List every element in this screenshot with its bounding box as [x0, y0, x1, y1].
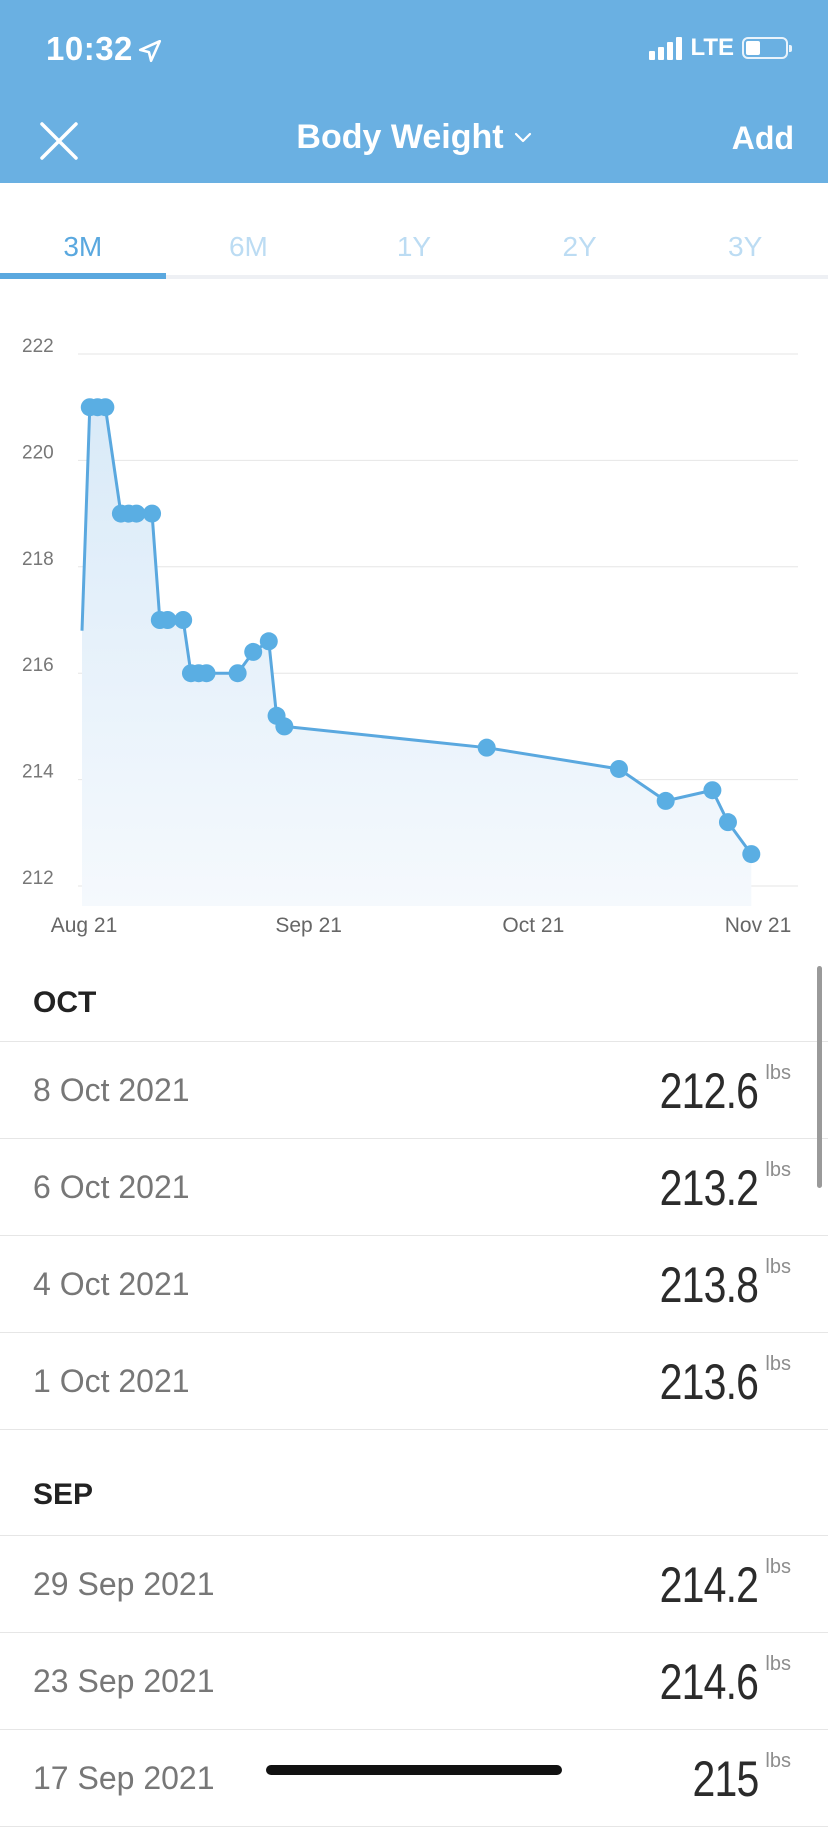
- tab-3y[interactable]: 3Y: [728, 231, 763, 262]
- data-point: [656, 791, 675, 810]
- tab-1y[interactable]: 1Y: [396, 231, 432, 262]
- entry-value: 214.6: [659, 1654, 758, 1710]
- entry-date: 6 Oct 2021: [33, 1169, 190, 1205]
- x-tick-label: Nov 21: [725, 914, 792, 937]
- weight-entry-row[interactable]: 4 Oct 2021 213.8 lbs: [0, 1236, 828, 1333]
- battery-icon: [742, 37, 792, 59]
- entry-value: 214.2: [659, 1557, 758, 1613]
- entry-unit: lbs: [765, 1653, 791, 1675]
- data-point: [477, 738, 496, 757]
- entry-unit: lbs: [765, 1062, 791, 1084]
- entry-date: 4 Oct 2021: [33, 1266, 190, 1302]
- data-point: [174, 611, 193, 629]
- data-point: [718, 813, 737, 832]
- entry-date: 1 Oct 2021: [33, 1363, 190, 1399]
- entry-date: 8 Oct 2021: [33, 1072, 190, 1108]
- x-tick-label: Aug 21: [51, 914, 118, 937]
- data-point: [742, 845, 761, 864]
- weight-entry-row[interactable]: 23 Sep 2021 214.6 lbs: [0, 1633, 828, 1730]
- entry-date: 29 Sep 2021: [33, 1566, 215, 1602]
- tab-2y[interactable]: 2Y: [562, 231, 597, 262]
- y-tick-label: 216: [22, 655, 54, 676]
- app-header: 10:32 LTE Body Weight Add: [0, 0, 828, 183]
- y-tick-label: 222: [22, 336, 54, 357]
- signal-icon: [649, 36, 683, 60]
- data-point: [610, 759, 628, 778]
- data-point: [703, 781, 722, 800]
- y-tick-label: 214: [22, 762, 54, 783]
- data-point: [228, 664, 247, 683]
- scrollbar[interactable]: [817, 966, 822, 1188]
- entry-list: OCT 8 Oct 2021 212.6 lbs 6 Oct 2021 213.2 lbs 4…: [0, 960, 828, 1827]
- weight-entry-row[interactable]: 8 Oct 2021 212.6 lbs: [0, 1042, 828, 1139]
- chevron-down-icon: [514, 132, 531, 142]
- weight-entry-row[interactable]: 1 Oct 2021 213.6 lbs: [0, 1333, 828, 1430]
- x-tick-label: Oct 21: [502, 914, 564, 937]
- data-point: [127, 504, 146, 523]
- status-indicators: LTE: [649, 34, 792, 62]
- tab-6m[interactable]: 6M: [228, 231, 268, 262]
- data-point: [143, 504, 162, 523]
- x-tick-label: Sep 21: [275, 914, 342, 937]
- entry-unit: lbs: [765, 1353, 791, 1375]
- entry-value: 215: [692, 1751, 759, 1807]
- section-header: SEP: [0, 1430, 828, 1536]
- entry-date: 23 Sep 2021: [33, 1663, 215, 1699]
- weight-entry-row[interactable]: 6 Oct 2021 213.2 lbs: [0, 1139, 828, 1236]
- entry-value: 213.6: [659, 1354, 758, 1410]
- area-fill: [82, 407, 752, 906]
- entry-date: 17 Sep 2021: [33, 1760, 215, 1796]
- entry-value: 212.6: [659, 1063, 758, 1119]
- metric-selector[interactable]: Body Weight: [296, 118, 531, 157]
- data-point: [197, 664, 216, 683]
- y-tick-label: 220: [22, 442, 54, 463]
- network-label: LTE: [690, 34, 734, 61]
- data-point: [96, 398, 115, 417]
- data-point: [275, 717, 294, 736]
- data-point: [244, 642, 263, 661]
- weight-chart: 222 220 218 216 214 212 Aug 21 Sep 21 Oct 21 Nov …: [22, 336, 798, 937]
- entry-value: 213.8: [659, 1257, 758, 1313]
- entry-unit: lbs: [765, 1556, 791, 1578]
- section-header: OCT: [0, 960, 828, 1042]
- entry-unit: lbs: [765, 1159, 791, 1181]
- page-title: Body Weight: [296, 118, 504, 156]
- tab-3m[interactable]: 3M: [0, 183, 166, 279]
- weight-entry-row[interactable]: 29 Sep 2021 214.2 lbs: [0, 1536, 828, 1633]
- close-icon[interactable]: [36, 118, 82, 164]
- y-tick-label: 218: [22, 549, 54, 570]
- entry-unit: lbs: [765, 1256, 791, 1278]
- status-time: 10:32: [46, 30, 133, 67]
- location-arrow-icon: [138, 39, 162, 63]
- weight-entry-row[interactable]: 17 Sep 2021 215 lbs: [0, 1730, 828, 1827]
- range-tabs: 3M 6M 1Y 2Y 3Y: [0, 183, 828, 279]
- entry-value: 213.2: [659, 1160, 758, 1216]
- data-point: [158, 611, 177, 629]
- add-button[interactable]: Add: [731, 120, 794, 156]
- entry-unit: lbs: [765, 1750, 791, 1772]
- home-indicator: [266, 1765, 562, 1775]
- y-tick-label: 212: [22, 868, 54, 889]
- data-point: [259, 632, 278, 651]
